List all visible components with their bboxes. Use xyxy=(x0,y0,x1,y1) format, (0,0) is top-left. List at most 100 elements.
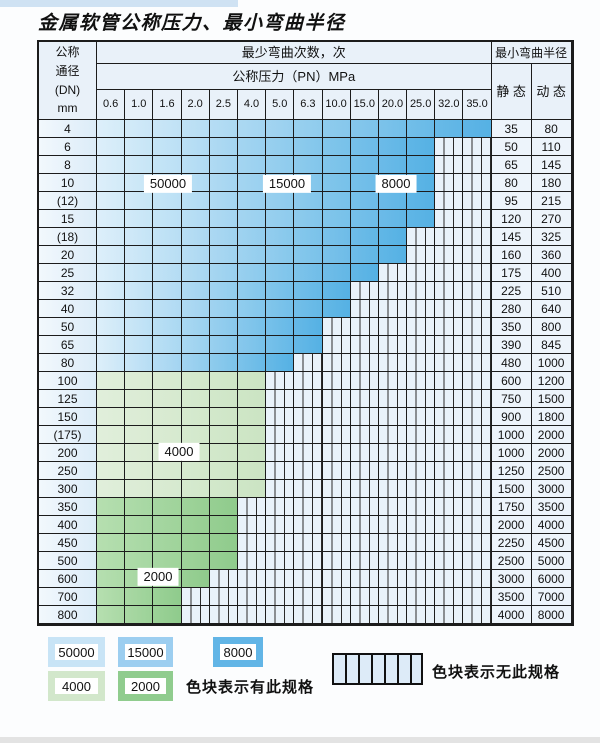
no-spec-cell xyxy=(407,282,436,300)
spec-available-cell xyxy=(209,444,238,462)
spec-available-cell xyxy=(266,228,295,246)
dynamic-radius-value: 4000 xyxy=(531,516,572,534)
no-spec-cell xyxy=(463,372,492,390)
no-spec-cell xyxy=(435,372,464,390)
spec-available-cell xyxy=(181,246,210,264)
dn-value: 50 xyxy=(39,318,97,336)
no-spec-cell xyxy=(294,480,323,498)
spec-available-cell xyxy=(125,534,154,552)
spec-available-cell xyxy=(294,246,323,264)
spec-available-cell xyxy=(97,336,126,354)
no-spec-cell xyxy=(237,606,267,624)
spec-available-cell xyxy=(153,120,182,138)
spec-available-cell xyxy=(97,444,126,462)
spec-available-cell xyxy=(125,516,154,534)
no-spec-cell xyxy=(237,588,267,606)
no-spec-cell xyxy=(209,606,238,624)
bend-cycle-label: 2000 xyxy=(137,567,179,587)
spec-available-cell xyxy=(153,354,182,372)
no-spec-cell xyxy=(463,408,492,426)
no-spec-cell xyxy=(435,390,464,408)
pressure-col-label: 6.3 xyxy=(294,90,323,120)
spec-available-cell xyxy=(209,246,238,264)
no-spec-cell xyxy=(378,426,408,444)
no-spec-cell xyxy=(350,552,379,570)
spec-available-cell xyxy=(350,156,379,174)
no-spec-cell xyxy=(322,480,351,498)
legend-swatch-15000: 15000 xyxy=(118,637,173,667)
spec-available-cell xyxy=(153,228,182,246)
spec-available-cell xyxy=(97,138,126,156)
spec-available-cell xyxy=(181,570,210,588)
no-spec-cell xyxy=(350,372,379,390)
no-spec-cell xyxy=(266,588,295,606)
spec-available-cell xyxy=(97,156,126,174)
dynamic-radius-value: 800 xyxy=(531,318,572,336)
dn-value: 500 xyxy=(39,552,97,570)
dynamic-radius-value: 270 xyxy=(531,210,572,228)
spec-available-cell xyxy=(435,120,464,138)
dn-value: 65 xyxy=(39,336,97,354)
no-spec-cell xyxy=(294,354,323,372)
no-spec-cell xyxy=(266,498,295,516)
spec-available-cell xyxy=(153,534,182,552)
spec-available-cell xyxy=(378,210,408,228)
spec-available-cell xyxy=(97,354,126,372)
spec-available-cell xyxy=(209,390,238,408)
no-spec-cell xyxy=(237,534,267,552)
spec-available-cell xyxy=(153,246,182,264)
spec-available-cell xyxy=(181,228,210,246)
no-spec-cell xyxy=(435,318,464,336)
dn-value: 150 xyxy=(39,408,97,426)
no-spec-cell xyxy=(266,480,295,498)
no-spec-cell xyxy=(350,462,379,480)
static-radius-value: 750 xyxy=(491,390,532,408)
spec-available-cell xyxy=(350,138,379,156)
static-radius-value: 2500 xyxy=(491,552,532,570)
spec-available-cell xyxy=(125,336,154,354)
spec-available-cell xyxy=(181,120,210,138)
no-spec-cell xyxy=(294,390,323,408)
spec-available-cell xyxy=(181,282,210,300)
spec-available-cell xyxy=(153,336,182,354)
no-spec-cell xyxy=(378,300,408,318)
spec-available-cell xyxy=(237,426,267,444)
spec-available-cell xyxy=(153,606,182,624)
no-spec-cell xyxy=(463,174,492,192)
spec-available-cell xyxy=(125,318,154,336)
no-spec-cell xyxy=(463,138,492,156)
no-spec-cell xyxy=(407,264,436,282)
no-spec-cell xyxy=(463,318,492,336)
spec-available-cell xyxy=(237,174,267,192)
spec-available-cell xyxy=(125,264,154,282)
spec-available-cell xyxy=(209,426,238,444)
spec-available-cell xyxy=(125,390,154,408)
spec-available-cell xyxy=(209,228,238,246)
no-spec-cell xyxy=(294,516,323,534)
spec-available-cell xyxy=(322,138,351,156)
spec-available-cell xyxy=(153,372,182,390)
spec-available-cell xyxy=(209,534,238,552)
no-spec-cell xyxy=(435,426,464,444)
spec-available-cell xyxy=(181,408,210,426)
dynamic-radius-value: 3000 xyxy=(531,480,572,498)
no-spec-cell xyxy=(322,534,351,552)
no-spec-cell xyxy=(378,354,408,372)
spec-available-cell xyxy=(181,552,210,570)
spec-available-cell xyxy=(237,300,267,318)
spec-available-cell xyxy=(125,354,154,372)
dn-value: 125 xyxy=(39,390,97,408)
static-radius-value: 390 xyxy=(491,336,532,354)
no-spec-cell xyxy=(266,426,295,444)
dn-value: 10 xyxy=(39,174,97,192)
no-spec-cell xyxy=(378,570,408,588)
no-spec-cell xyxy=(322,588,351,606)
dynamic-radius-value: 8000 xyxy=(531,606,572,624)
dn-value: 800 xyxy=(39,606,97,624)
bend-cycle-label: 4000 xyxy=(158,442,200,462)
no-spec-cell xyxy=(322,426,351,444)
dn-value: 700 xyxy=(39,588,97,606)
no-spec-cell xyxy=(463,570,492,588)
bend-cycles-header: 最少弯曲次数，次 xyxy=(97,42,492,64)
no-spec-cell xyxy=(350,282,379,300)
